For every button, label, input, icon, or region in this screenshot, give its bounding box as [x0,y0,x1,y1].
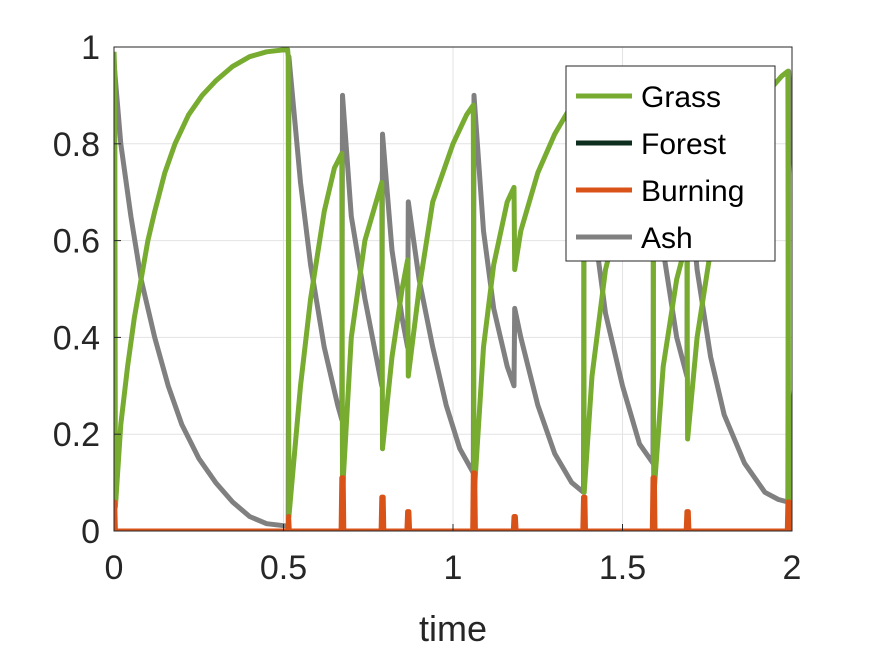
legend-label-grass: Grass [641,81,721,114]
y-axis-ticks: 0 0.2 0.4 0.6 0.8 1 [53,29,121,551]
x-tick-label: 0 [105,549,124,587]
series-group [114,47,792,531]
legend-label-forest: Forest [641,128,727,161]
x-axis-title: time [419,608,487,649]
y-tick-label: 0.2 [53,416,100,454]
x-tick-label: 2 [783,549,802,587]
legend: Grass Forest Burning Ash [565,65,776,262]
x-tick-label: 1 [444,549,463,587]
legend-label-ash: Ash [641,222,693,255]
legend-label-burning: Burning [641,175,744,208]
y-tick-label: 0.6 [53,223,100,261]
x-tick-label: 1.5 [599,549,646,587]
x-axis-ticks: 0 0.5 1 1.5 2 [105,524,802,587]
y-tick-label: 0 [81,513,100,551]
y-tick-label: 0.4 [53,319,100,357]
series-line-burning [114,470,792,531]
y-tick-label: 1 [81,29,100,67]
y-tick-label: 0.8 [53,126,100,164]
x-tick-label: 0.5 [260,549,307,587]
series-line-grass [114,47,792,519]
